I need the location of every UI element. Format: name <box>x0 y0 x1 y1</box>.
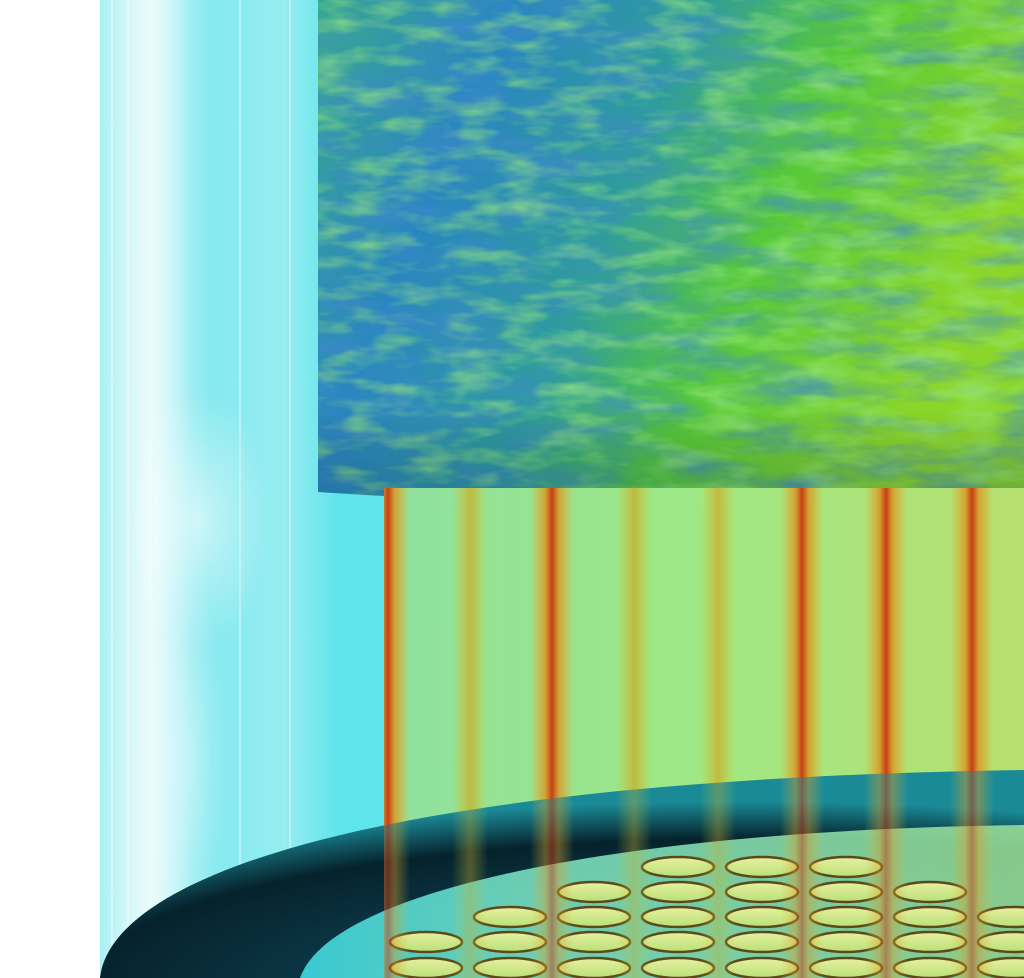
turbulent-plume <box>318 0 1024 500</box>
jet-stripe <box>864 488 908 978</box>
jet-stripe <box>384 488 410 978</box>
jet-stripe <box>616 488 652 978</box>
jet-overlay <box>384 488 994 978</box>
jet-stripe <box>530 488 574 978</box>
jet-stripe <box>700 488 736 978</box>
jet-stripe <box>452 488 488 978</box>
jet-stripe <box>780 488 824 978</box>
jet-stripe <box>950 488 994 978</box>
